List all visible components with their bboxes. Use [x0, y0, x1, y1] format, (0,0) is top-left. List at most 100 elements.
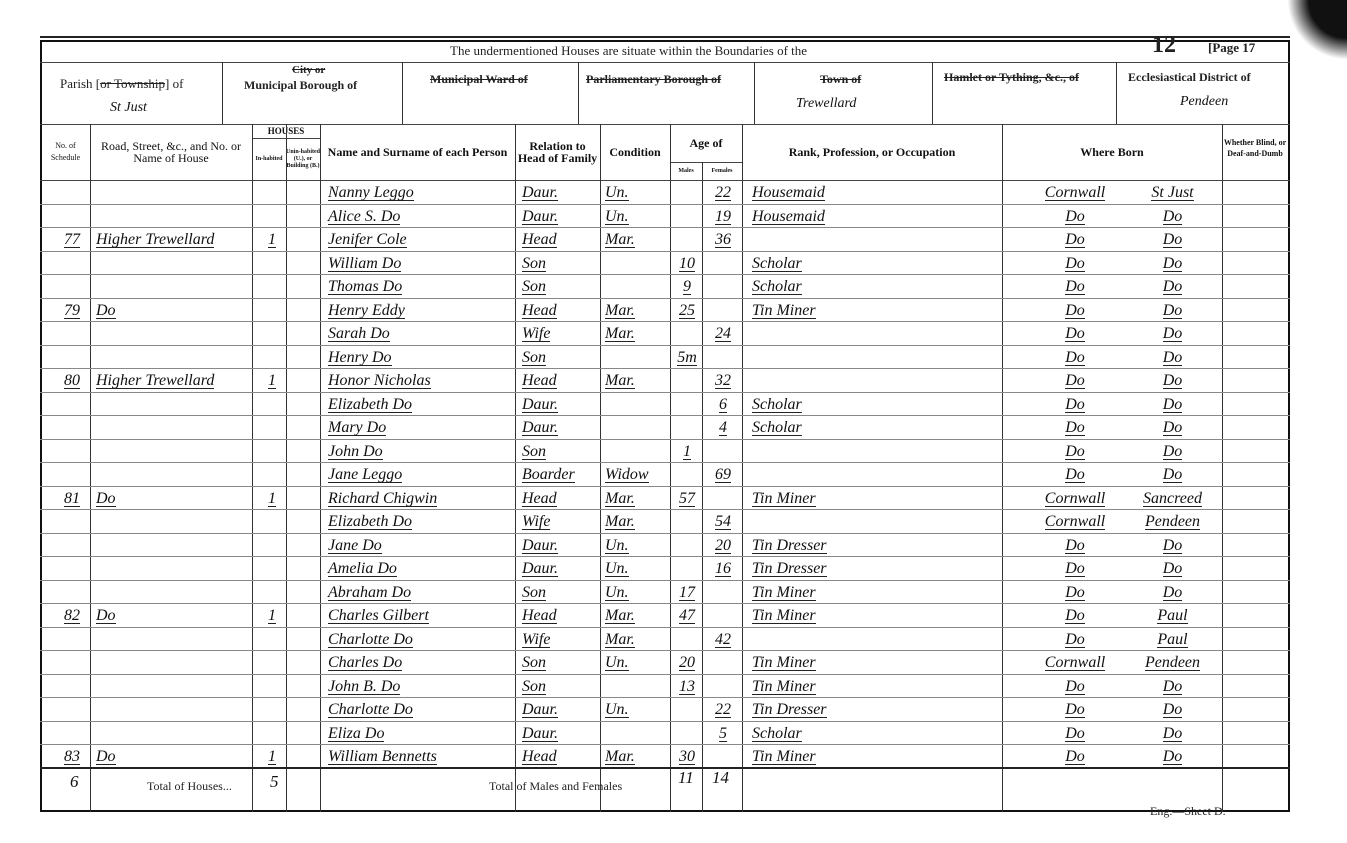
age-female-cell [706, 439, 740, 462]
inhabited-count-cell: 1 [262, 227, 282, 250]
born-parish-cell: Do [1125, 697, 1220, 720]
occupation-cell: Tin Miner [752, 298, 997, 321]
age-female: 19 [715, 207, 731, 225]
row-rule [40, 203, 1290, 205]
schedule-number-cell [55, 556, 89, 579]
person-name-cell: John Do [328, 439, 513, 462]
row-rule [40, 344, 1290, 346]
condition: Mar. [605, 231, 635, 248]
person-name: Sarah Do [328, 325, 390, 342]
borough-label: Municipal Borough of [244, 78, 358, 92]
born-parish: Do [1162, 724, 1183, 742]
born-county: Do [1065, 536, 1085, 554]
inhabited-count-cell [262, 509, 282, 532]
city-label: City or [292, 64, 326, 76]
inhabited-count-cell [262, 533, 282, 556]
person-name: Alice S. Do [328, 207, 401, 225]
born-county: Do [1065, 278, 1085, 295]
road-name-cell [96, 204, 250, 227]
born-parish: Do [1162, 231, 1183, 248]
person-name-cell: Mary Do [328, 415, 513, 438]
condition-cell [605, 674, 667, 697]
born-county: Do [1065, 348, 1085, 366]
col-occupation: Rank, Profession, or Occupation [788, 145, 956, 159]
age-male-cell: 13 [674, 674, 700, 697]
column-rule [90, 124, 91, 812]
age-male: 47 [679, 607, 695, 624]
inhabited-count-cell: 1 [262, 744, 282, 767]
top-rule [40, 36, 1290, 38]
row-rule [40, 532, 1290, 534]
born-county: Do [1065, 677, 1085, 695]
schedule-number-cell [55, 251, 89, 274]
age-male: 9 [683, 278, 691, 295]
row-rule [40, 438, 1290, 440]
road-name-cell [96, 697, 250, 720]
occupation: Tin Dresser [752, 560, 827, 577]
born-county-cell: Do [1030, 321, 1120, 344]
born-county-cell: Do [1030, 415, 1120, 438]
relation-cell: Daur. [522, 697, 598, 720]
relation: Head [522, 489, 557, 507]
born-parish-cell: Paul [1125, 627, 1220, 650]
occupation-cell [752, 345, 997, 368]
relation-cell: Daur. [522, 556, 598, 579]
occupation: Scholar [752, 724, 802, 742]
condition-cell: Un. [605, 650, 667, 673]
age-female-cell [706, 580, 740, 603]
road-name-cell [96, 392, 250, 415]
occupation-cell [752, 462, 997, 485]
occupation-cell: Tin Dresser [752, 556, 997, 579]
road-name-cell: Do [96, 744, 250, 767]
born-parish-cell: Do [1125, 674, 1220, 697]
age-male-cell: 20 [674, 650, 700, 673]
road-name-cell [96, 533, 250, 556]
parish-label: Parish [or Township] of [60, 76, 184, 91]
born-county-cell: Do [1030, 674, 1120, 697]
relation-cell: Son [522, 274, 598, 297]
schedule-number-cell [55, 650, 89, 673]
inhabited-count-cell [262, 674, 282, 697]
born-parish-cell: Do [1125, 274, 1220, 297]
row-rule [40, 626, 1290, 628]
relation-cell: Son [522, 580, 598, 603]
occupation: Scholar [752, 395, 802, 413]
age-male-cell: 25 [674, 298, 700, 321]
total-males: 11 [678, 768, 694, 787]
relation-cell: Boarder [522, 462, 598, 485]
row-rule [40, 720, 1290, 722]
relation: Wife [522, 325, 551, 342]
relation: Wife [522, 513, 551, 530]
person-name: Jane Leggo [328, 466, 403, 483]
age-male: 13 [679, 677, 695, 695]
born-county: Do [1065, 254, 1085, 272]
road-name-cell: Higher Trewellard [96, 227, 250, 250]
relation-cell: Wife [522, 509, 598, 532]
born-parish-cell: Do [1125, 415, 1220, 438]
row-rule [40, 250, 1290, 252]
age-female: 42 [715, 630, 731, 648]
age-female: 24 [715, 325, 731, 342]
row-rule [40, 415, 1290, 416]
column-rule [600, 124, 601, 812]
col-name: Name and Surname of each Person [327, 145, 508, 159]
age-male: 17 [679, 583, 695, 601]
born-parish: Do [1162, 560, 1183, 577]
born-parish: Do [1162, 442, 1183, 460]
born-county: Do [1065, 630, 1085, 648]
age-female: 32 [715, 372, 731, 389]
condition-cell: Mar. [605, 627, 667, 650]
person-name: Amelia Do [328, 560, 397, 577]
born-county-cell: Cornwall [1030, 486, 1120, 509]
col-road: Road, Street, &c., and No. or Name of Ho… [101, 139, 241, 165]
person-name: Henry Eddy [328, 301, 405, 319]
occupation-cell [752, 368, 997, 391]
schedule-number-cell [55, 345, 89, 368]
person-name: Richard Chigwin [328, 489, 438, 507]
relation-cell: Head [522, 603, 598, 626]
inhabited-count-cell: 1 [262, 486, 282, 509]
occupation: Tin Dresser [752, 701, 827, 718]
age-female-cell: 16 [706, 556, 740, 579]
occupation: Tin Miner [752, 583, 816, 601]
row-rule [40, 368, 1290, 369]
